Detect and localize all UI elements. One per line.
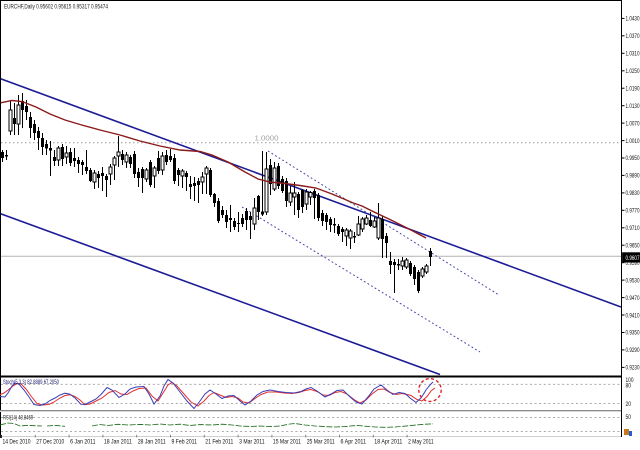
svg-text:0.9650: 0.9650 xyxy=(626,242,640,249)
svg-text:1.0430: 1.0430 xyxy=(626,16,640,23)
svg-text:0.9710: 0.9710 xyxy=(626,225,640,232)
svg-text:0.9770: 0.9770 xyxy=(626,208,640,215)
svg-text:0.9607: 0.9607 xyxy=(626,255,640,262)
svg-text:0.9590: 0.9590 xyxy=(626,260,640,267)
svg-text:1.0070: 1.0070 xyxy=(626,120,640,127)
svg-text:14 Dec 2010: 14 Dec 2010 xyxy=(3,439,31,446)
svg-text:1.0310: 1.0310 xyxy=(626,51,640,58)
svg-text:18 Apr 2011: 18 Apr 2011 xyxy=(374,439,402,446)
svg-text:15 Mar 2011: 15 Mar 2011 xyxy=(273,439,301,446)
svg-text:18 Jan 2011: 18 Jan 2011 xyxy=(104,439,132,446)
svg-text:EURCHF,Daily 0.95602 0.95615: EURCHF,Daily 0.95602 0.95615 0.95317 0.9… xyxy=(4,4,108,11)
svg-text:27 Dec 2010: 27 Dec 2010 xyxy=(36,439,64,446)
svg-text:2 May 2011: 2 May 2011 xyxy=(408,439,434,446)
svg-text:1.0190: 1.0190 xyxy=(626,85,640,92)
svg-text:0.9290: 0.9290 xyxy=(626,347,640,354)
svg-text:0.9410: 0.9410 xyxy=(626,312,640,319)
svg-text:RSI(14) 48.8469: RSI(14) 48.8469 xyxy=(3,415,33,422)
svg-text:0.9530: 0.9530 xyxy=(626,277,640,284)
svg-text:20: 20 xyxy=(626,401,632,408)
svg-text:50: 50 xyxy=(626,414,632,421)
svg-text:1.0000: 1.0000 xyxy=(255,136,279,143)
svg-text:1.0250: 1.0250 xyxy=(626,68,640,75)
svg-text:9 Feb 2011: 9 Feb 2011 xyxy=(172,439,198,446)
svg-text:21 Feb 2011: 21 Feb 2011 xyxy=(205,439,233,446)
svg-text:25 Mar 2011: 25 Mar 2011 xyxy=(307,439,335,446)
svg-text:0.9830: 0.9830 xyxy=(626,190,640,197)
svg-text:0.9470: 0.9470 xyxy=(626,295,640,302)
svg-text:1.0130: 1.0130 xyxy=(626,103,640,110)
svg-text:1.0370: 1.0370 xyxy=(626,33,640,40)
svg-text:80: 80 xyxy=(626,383,632,390)
svg-text:3 Mar 2011: 3 Mar 2011 xyxy=(239,439,265,446)
svg-text:Stoch(5,3,3) 82.8889 67.2050: Stoch(5,3,3) 82.8889 67.2050 xyxy=(3,379,59,386)
svg-text:0.9890: 0.9890 xyxy=(626,173,640,180)
svg-text:6 Apr 2011: 6 Apr 2011 xyxy=(341,439,367,446)
svg-text:0.9230: 0.9230 xyxy=(626,365,640,372)
svg-text:100: 100 xyxy=(626,377,634,384)
svg-text:6 Jan 2011: 6 Jan 2011 xyxy=(70,439,96,446)
svg-text:0.9350: 0.9350 xyxy=(626,330,640,337)
svg-text:1.0010: 1.0010 xyxy=(626,138,640,145)
svg-text:28 Jan 2011: 28 Jan 2011 xyxy=(138,439,166,446)
svg-text:0.9950: 0.9950 xyxy=(626,155,640,162)
